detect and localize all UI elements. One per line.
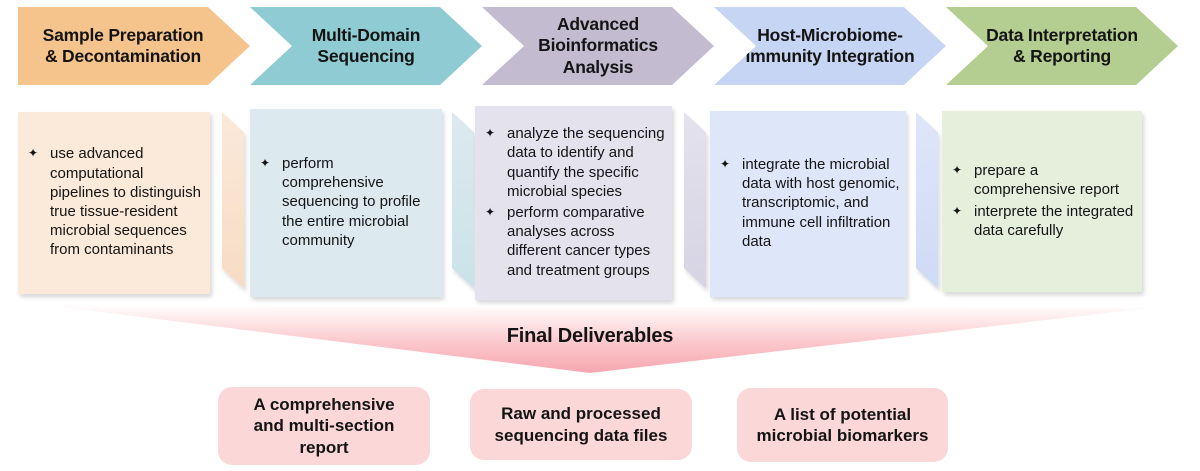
stage-bullet-list: ✦ use advanced computational pipelines to…: [18, 140, 210, 265]
stage-arrow-1: Sample Preparation & Decontamination: [18, 7, 250, 85]
stage-bullet-text: integrate the microbial data with host g…: [742, 156, 900, 250]
page-fold-divider: [916, 112, 938, 289]
stage-bullet-list: ✦ integrate the microbial data with host …: [710, 151, 906, 257]
stage-detail-box-4: ✦ integrate the microbial data with host …: [710, 111, 906, 297]
four-point-star-icon: ✦: [720, 157, 731, 172]
deliverable-item-2: Raw and processed sequencing data files: [470, 389, 692, 460]
four-point-star-icon: ✦: [952, 163, 963, 178]
page-fold-divider: [222, 112, 244, 289]
stage-bullet-text: perform comparative analyses across diff…: [507, 204, 651, 279]
stage-bullet-list: ✦ analyze the sequencing data to identify…: [475, 120, 672, 286]
stage-arrow-5: Data Interpretation & Reporting: [946, 7, 1178, 85]
stage-detail-box-2: ✦ perform comprehensive sequencing to pro…: [250, 109, 442, 297]
stage-arrow-label: Sample Preparation & Decontamination: [42, 24, 204, 66]
stage-bullet-text: analyze the sequencing data to identify …: [507, 125, 665, 200]
stage-bullet-item: ✦ analyze the sequencing data to identify…: [485, 124, 666, 201]
stage-bullet-item: ✦ use advanced computational pipelines to…: [28, 144, 204, 259]
stage-detail-box-3: ✦ analyze the sequencing data to identify…: [475, 106, 672, 300]
stage-arrow-label: Host-Microbiome- Immunity Integration: [745, 24, 915, 66]
stage-bullet-list: ✦ prepare a comprehensive report ✦ interpre…: [942, 157, 1142, 246]
four-point-star-icon: ✦: [28, 146, 39, 161]
stage-detail-box-5: ✦ prepare a comprehensive report ✦ interpre…: [942, 111, 1142, 292]
page-fold-divider: [452, 112, 474, 289]
stage-arrow-4: Host-Microbiome- Immunity Integration: [714, 7, 946, 85]
four-point-star-icon: ✦: [485, 126, 496, 141]
stage-bullet-item: ✦ interprete the integrated data carefull…: [952, 202, 1136, 240]
stage-bullet-list: ✦ perform comprehensive sequencing to pro…: [250, 150, 442, 256]
final-deliverables-title: Final Deliverables: [506, 325, 674, 347]
stage-bullet-item: ✦ perform comparative analyses across dif…: [485, 203, 666, 280]
stage-bullet-text: use advanced computational pipelines to …: [50, 145, 201, 259]
stage-arrow-label: Advanced Bioinformatics Analysis: [538, 13, 658, 77]
stage-arrow-3: Advanced Bioinformatics Analysis: [482, 7, 714, 85]
deliverable-item-3: A list of potential microbial biomarkers: [737, 388, 948, 462]
stage-bullet-item: ✦ prepare a comprehensive report: [952, 161, 1136, 199]
stage-detail-box-1: ✦ use advanced computational pipelines to…: [18, 112, 210, 294]
deliverable-item-1: A comprehensive and multi-section report: [218, 387, 430, 465]
stage-arrow-label: Data Interpretation & Reporting: [986, 24, 1138, 66]
stage-arrow-2: Multi-Domain Sequencing: [250, 7, 482, 85]
four-point-star-icon: ✦: [485, 205, 496, 219]
four-point-star-icon: ✦: [952, 203, 963, 218]
stage-bullet-item: ✦ perform comprehensive sequencing to pro…: [260, 154, 436, 250]
stage-arrow-label: Multi-Domain Sequencing: [311, 24, 421, 66]
stage-bullet-text: interprete the integrated data carefully: [974, 202, 1134, 239]
stage-bullet-text: perform comprehensive sequencing to prof…: [282, 155, 421, 249]
page-fold-divider: [684, 112, 706, 289]
stage-bullet-text: prepare a comprehensive report: [974, 162, 1120, 199]
stage-bullet-item: ✦ integrate the microbial data with host …: [720, 155, 900, 251]
four-point-star-icon: ✦: [260, 156, 271, 171]
